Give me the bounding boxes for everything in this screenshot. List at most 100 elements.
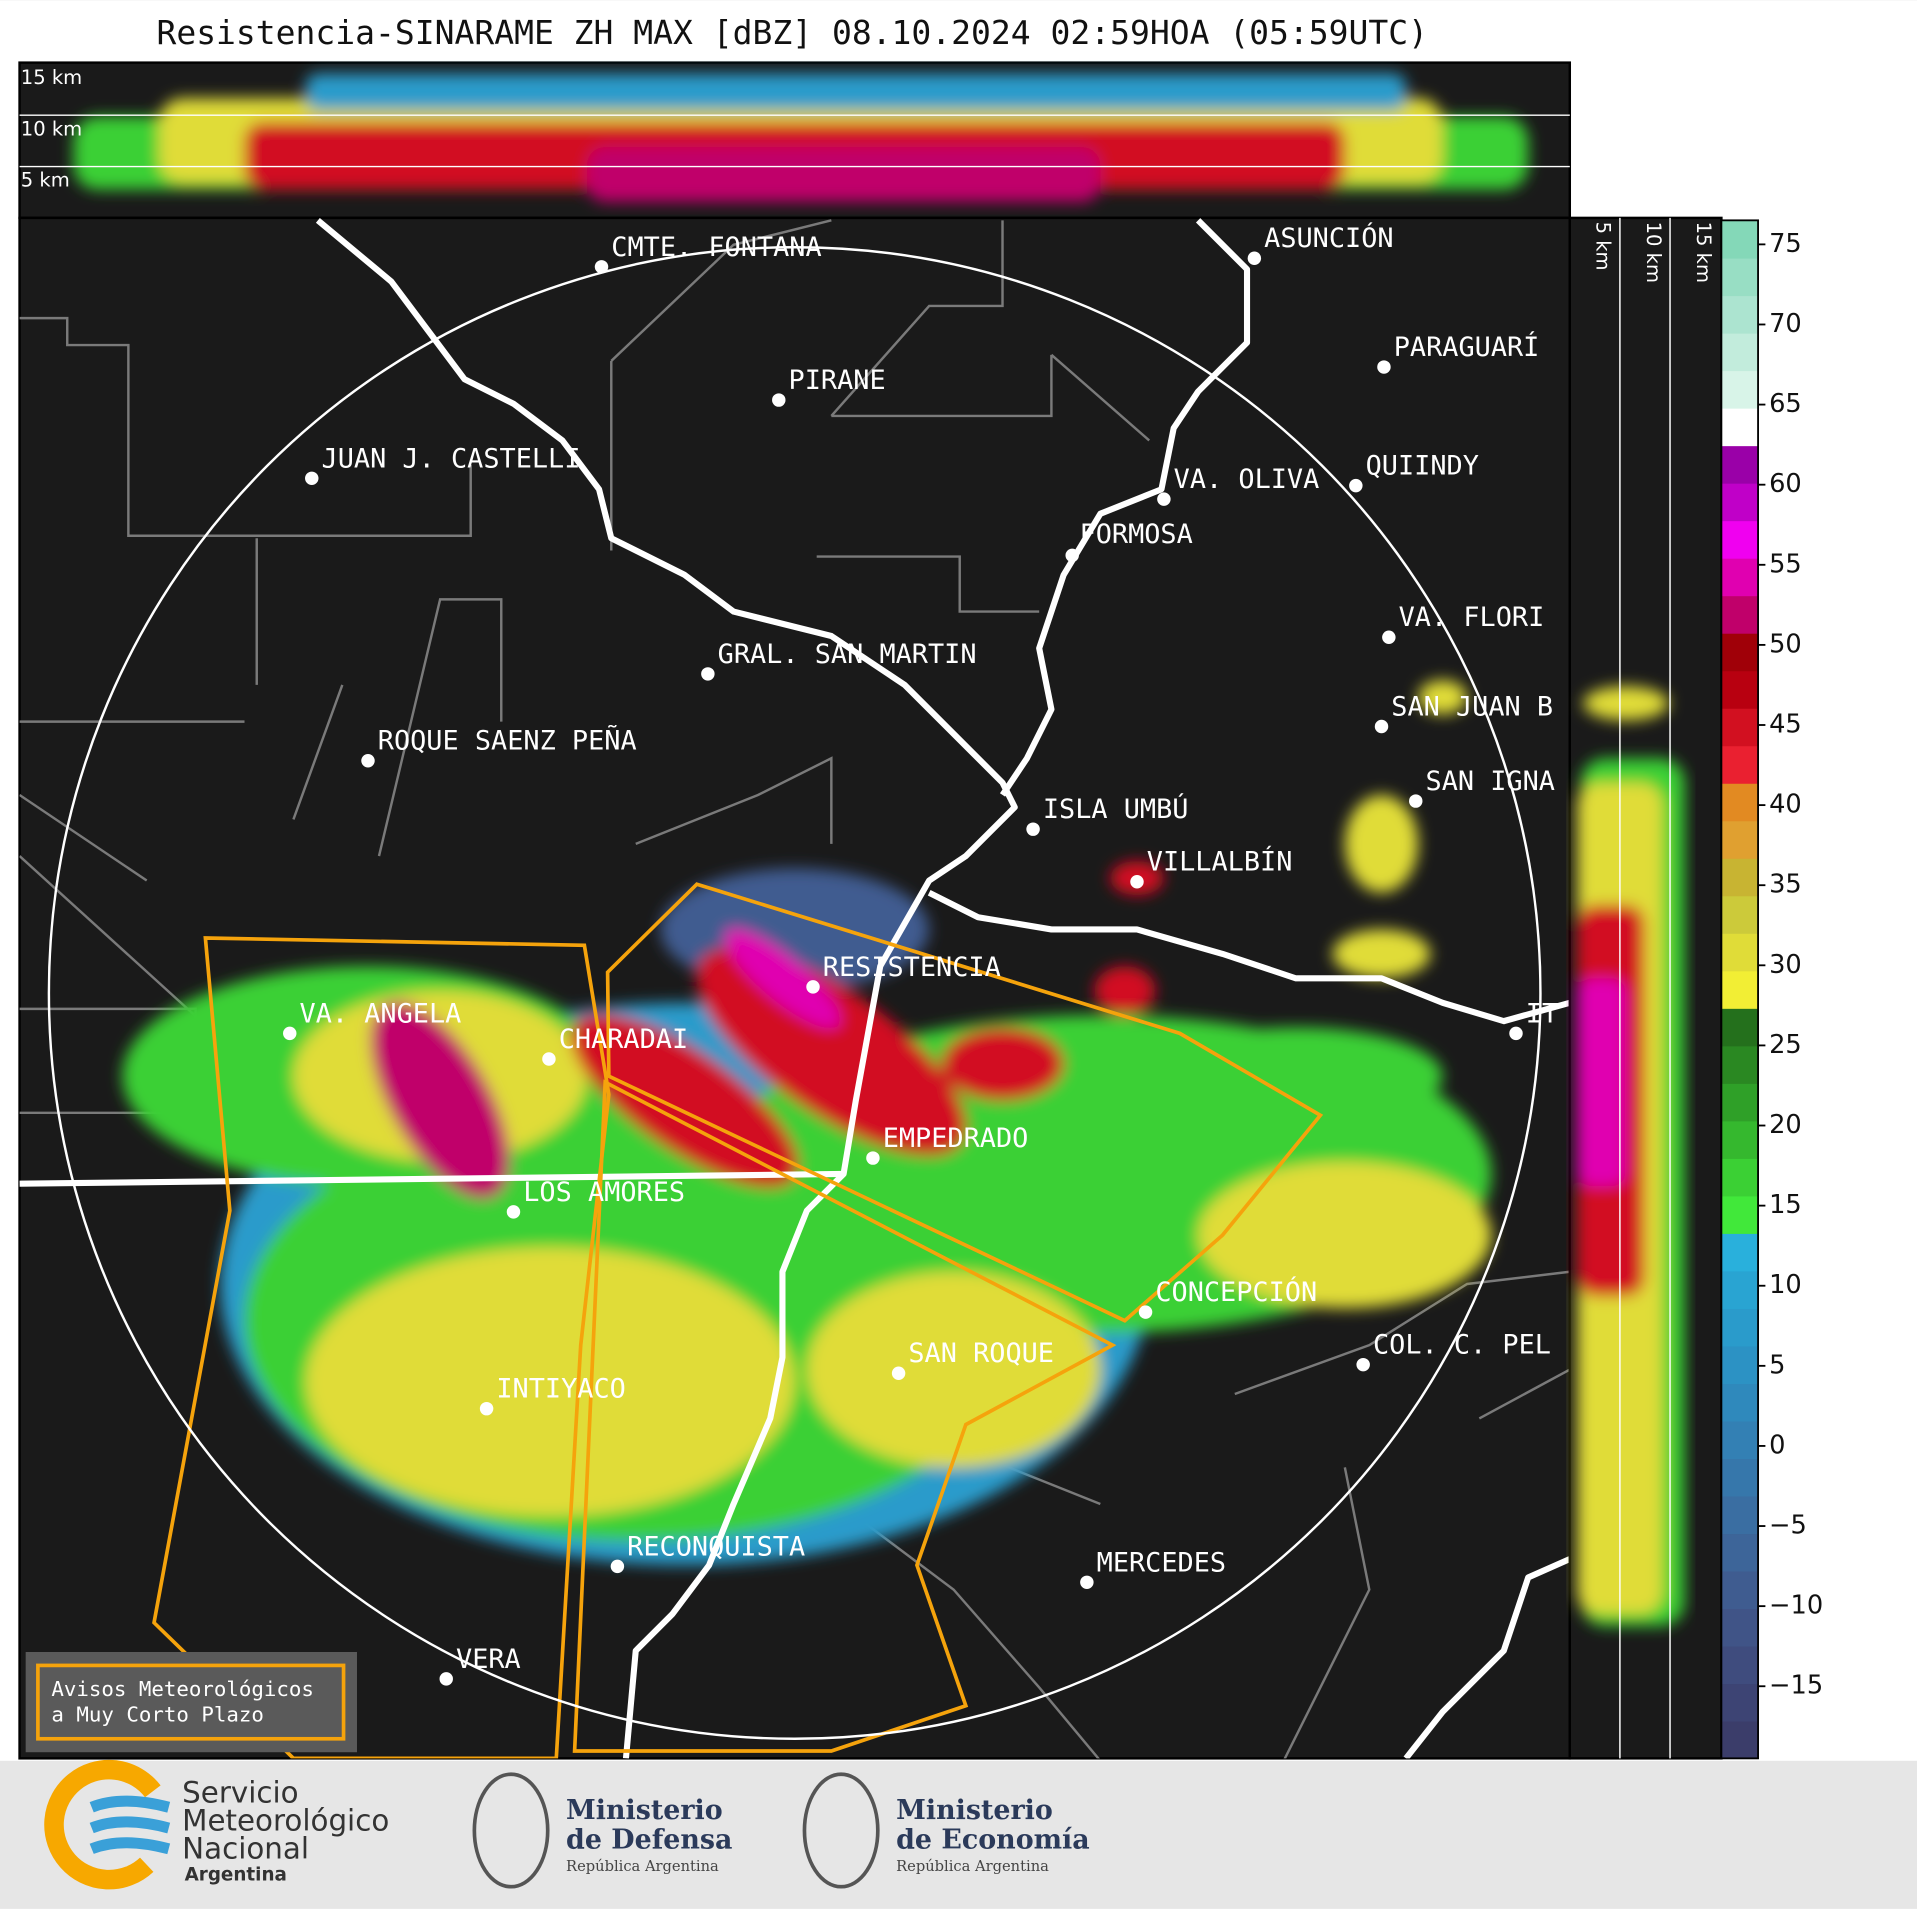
colorbar-segment <box>1721 1083 1759 1122</box>
colorbar-segment <box>1721 1233 1759 1272</box>
rivers <box>19 217 1570 1759</box>
height-label: 10 km <box>1642 222 1665 283</box>
logo-text: República Argentina <box>896 1858 1049 1875</box>
city-label: RESISTENCIA <box>823 952 1001 983</box>
city-label: VA. OLIVA <box>1174 464 1320 495</box>
colorbar-segment <box>1721 1683 1759 1722</box>
city-marker <box>891 1366 906 1380</box>
warning-text: Avisos Meteorológicos <box>51 1677 314 1701</box>
height-label: 15 km <box>1692 222 1715 283</box>
colorbar-tick-label: 50 <box>1769 629 1802 659</box>
city-marker <box>1080 1575 1094 1590</box>
colorbar-segment <box>1721 1420 1759 1459</box>
colorbar-segment <box>1721 970 1759 1009</box>
colorbar-tick-label: 65 <box>1769 389 1802 419</box>
colorbar-segment <box>1721 482 1759 522</box>
city-layer: CMTE. FONTANA ASUNCIÓN PARAGUARÍ PIRANE JUAN… <box>283 222 1558 1686</box>
colorbar-tick-label: 20 <box>1769 1110 1802 1140</box>
city-label: VERA <box>456 1644 521 1675</box>
city-marker <box>866 1151 880 1165</box>
colorbar-segment <box>1721 445 1759 484</box>
warning-text: a Muy Corto Plazo <box>51 1703 264 1727</box>
logo-text: Ministerio <box>896 1795 1053 1826</box>
colorbar-segment <box>1721 1195 1759 1234</box>
city-marker <box>594 260 609 274</box>
city-label: RECONQUISTA <box>627 1531 805 1562</box>
side-profile: 5 km 10 km 15 km <box>1568 216 1723 1760</box>
colorbar-tick-label: 35 <box>1769 870 1802 900</box>
city-label: MERCEDES <box>1097 1547 1226 1578</box>
city-label: INTIYACO <box>496 1374 625 1405</box>
city-label: EMPEDRADO <box>883 1123 1029 1154</box>
colorbar-segment <box>1721 1345 1759 1384</box>
colorbar-segment <box>1721 1383 1759 1422</box>
colorbar-segment <box>1721 370 1759 409</box>
colorbar-segment <box>1721 595 1759 634</box>
city-marker <box>1509 1026 1523 1041</box>
logo-text: República Argentina <box>566 1858 719 1875</box>
city-label: SAN JUAN B <box>1391 691 1553 722</box>
city-marker <box>542 1052 556 1066</box>
colorbar: −15 −10 −5 0 5 10 15 20 25 30 35 40 45 50 55 60 65 70 75 <box>1720 219 1823 1760</box>
colorbar-segment <box>1721 1458 1759 1497</box>
colorbar-segment <box>1721 1045 1759 1084</box>
city-label: CMTE. FONTANA <box>611 232 821 263</box>
colorbar-tick-label: 60 <box>1769 469 1802 499</box>
city-marker <box>1065 548 1079 563</box>
colorbar-segment <box>1721 708 1759 747</box>
city-label: VA. ANGELA <box>300 998 462 1029</box>
city-marker <box>1130 875 1144 889</box>
logo-text: de Economía <box>896 1824 1090 1855</box>
warning-box: Avisos Meteorológicos a Muy Corto Plazo <box>25 1651 357 1753</box>
smn-logo: Servicio Meteorológico Nacional Argentin… <box>44 1759 389 1890</box>
city-marker <box>1356 1357 1370 1372</box>
colorbar-segment <box>1721 632 1759 672</box>
logos: Servicio Meteorológico Nacional Argentin… <box>44 1759 1090 1890</box>
colorbar-segment <box>1721 858 1759 897</box>
city-marker <box>1382 630 1396 644</box>
city-label: PARAGUARÍ <box>1394 331 1540 363</box>
city-label: QUIINDY <box>1366 451 1479 482</box>
logo-text: Servicio <box>182 1775 298 1809</box>
colorbar-tick-label: −5 <box>1769 1511 1807 1541</box>
city-label: SAN ROQUE <box>908 1338 1054 1369</box>
colorbar-tick-label: 25 <box>1769 1030 1802 1060</box>
colorbar-frame <box>1720 219 1759 1760</box>
colorbar-segment <box>1721 295 1759 334</box>
colorbar-segment <box>1721 557 1759 597</box>
city-marker <box>305 471 319 486</box>
city-marker <box>1409 794 1423 808</box>
city-marker <box>439 1672 453 1686</box>
city-marker <box>806 980 820 994</box>
colorbar-segment <box>1721 1533 1759 1572</box>
colorbar-tick-label: 40 <box>1769 790 1802 820</box>
colorbar-segment <box>1721 220 1759 259</box>
title: Resistencia-SINARAME ZH MAX [dBZ] 08.10.… <box>156 13 1428 52</box>
city-label: CHARADAI <box>559 1024 688 1055</box>
city-label: ROQUE SAENZ PEÑA <box>378 725 637 757</box>
colorbar-tick-label: 55 <box>1769 549 1802 579</box>
warning-polygons <box>152 882 1324 1759</box>
city-label: VA. FLORI <box>1399 602 1545 633</box>
city-marker <box>1157 492 1171 506</box>
colorbar-segment <box>1721 1570 1759 1610</box>
colorbar-segment <box>1721 783 1759 822</box>
logo-text: Ministerio <box>566 1795 723 1826</box>
colorbar-tick-label: 75 <box>1769 229 1802 259</box>
height-label: 5 km <box>21 169 70 192</box>
colorbar-segment <box>1721 933 1759 972</box>
city-label: GRAL. SAN MARTIN <box>718 639 977 670</box>
defensa-logo: Ministerio de Defensa República Argentin… <box>472 1772 732 1889</box>
city-label: FORMOSA <box>1080 519 1193 550</box>
city-label: LOS AMORES <box>523 1177 685 1208</box>
city-marker <box>1247 251 1262 265</box>
city-label: ASUNCIÓN <box>1264 222 1393 254</box>
city-label: SAN IGNA <box>1426 766 1555 797</box>
height-label: 15 km <box>21 66 82 89</box>
logo-text: Argentina <box>185 1865 287 1886</box>
colorbar-tick-label: 70 <box>1769 309 1802 339</box>
colorbar-segment <box>1721 895 1759 934</box>
city-marker <box>1377 360 1391 374</box>
colorbar-tick-label: −10 <box>1769 1591 1823 1621</box>
